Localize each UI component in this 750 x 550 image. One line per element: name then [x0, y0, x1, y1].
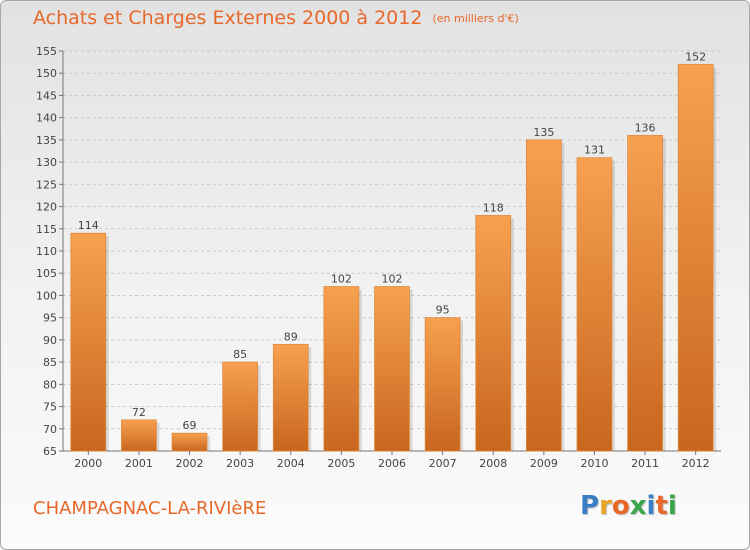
bar-2010: [576, 157, 613, 452]
data-label: 118: [483, 201, 504, 214]
y-tick-label: 120: [36, 201, 57, 214]
data-label: 89: [284, 330, 298, 343]
bar-2002: [171, 432, 208, 452]
x-tick-label: 2010: [580, 457, 608, 470]
y-tick-label: 85: [43, 356, 57, 369]
bar-2008: [475, 215, 512, 452]
bar-2000: [70, 232, 107, 452]
logo-letter: i: [646, 491, 656, 521]
logo-letter: t: [655, 491, 668, 521]
x-tick-label: 2005: [327, 457, 355, 470]
x-tick-label: 2002: [176, 457, 204, 470]
data-label: 114: [78, 219, 99, 232]
proxiti-logo: Proxiti: [580, 491, 677, 521]
logo-letter: i: [667, 491, 677, 521]
data-label: 102: [331, 273, 352, 286]
logo-letter: P: [580, 491, 600, 521]
commune-name: CHAMPAGNAC-LA-RIVIèRE: [33, 498, 267, 519]
chart-title: Achats et Charges Externes 2000 à 2012: [33, 7, 423, 29]
logo-letter: o: [611, 491, 630, 521]
data-label: 136: [635, 121, 656, 134]
bar-2003: [222, 361, 259, 452]
y-tick-label: 110: [36, 245, 57, 258]
x-tick-label: 2006: [378, 457, 406, 470]
y-tick-label: 135: [36, 134, 57, 147]
chart-title-block: Achats et Charges Externes 2000 à 2012 (e…: [33, 7, 519, 29]
y-tick-label: 105: [36, 267, 57, 280]
data-label: 85: [233, 348, 247, 361]
x-tick-label: 2012: [682, 457, 710, 470]
logo-letter: r: [599, 491, 612, 521]
bar-2012: [677, 63, 714, 452]
data-label: 69: [183, 419, 197, 432]
y-tick-label: 130: [36, 156, 57, 169]
data-label: 131: [584, 144, 605, 157]
y-tick-label: 140: [36, 112, 57, 125]
bar-2004: [272, 343, 309, 452]
y-tick-label: 80: [43, 378, 57, 391]
bar-2001: [121, 419, 157, 452]
y-tick-label: 100: [36, 289, 57, 302]
x-tick-label: 2003: [226, 457, 254, 470]
y-tick-label: 65: [43, 445, 57, 458]
y-tick-label: 155: [36, 45, 57, 58]
data-label: 95: [436, 304, 450, 317]
y-tick-label: 90: [43, 334, 57, 347]
x-tick-label: 2008: [479, 457, 507, 470]
logo-letter: x: [629, 491, 647, 521]
x-tick-label: 2009: [530, 457, 558, 470]
y-tick-label: 125: [36, 178, 57, 191]
y-tick-label: 115: [36, 223, 57, 236]
y-tick-label: 145: [36, 89, 57, 102]
x-tick-label: 2011: [631, 457, 659, 470]
data-label: 135: [533, 126, 554, 139]
y-tick-label: 95: [43, 312, 57, 325]
chart-subtitle: (en milliers d'€): [432, 12, 519, 25]
x-tick-label: 2004: [277, 457, 305, 470]
data-label: 152: [685, 50, 706, 63]
x-tick-label: 2001: [125, 457, 153, 470]
x-axis: 2000 2001 2002 2003 2004 2005 2006 2007 2008 2009…: [74, 451, 710, 470]
y-tick-label: 70: [43, 423, 57, 436]
x-tick-label: 2000: [74, 457, 102, 470]
bar-2007: [424, 317, 461, 452]
y-tick-label: 150: [36, 67, 57, 80]
bar-2011: [627, 135, 663, 452]
x-tick-label: 2007: [429, 457, 457, 470]
bars: 114 72 69 85 89 102 102 95 118 135 131 136 152: [70, 50, 717, 452]
data-label: 72: [132, 406, 146, 419]
data-label: 102: [382, 273, 403, 286]
bar-2005: [323, 286, 360, 452]
bar-2006: [374, 286, 410, 452]
bar-2009: [525, 139, 562, 452]
y-tick-label: 75: [43, 401, 57, 414]
